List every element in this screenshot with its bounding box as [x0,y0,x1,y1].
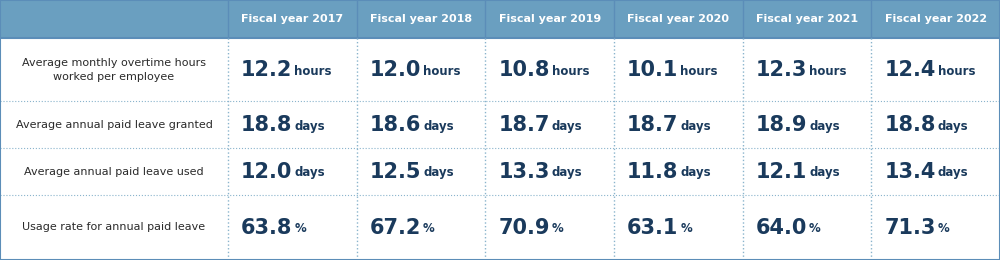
Text: 12.5: 12.5 [370,162,421,181]
Bar [0,101,1000,148]
Text: days: days [423,166,454,179]
Text: days: days [680,120,711,133]
Text: 13.3: 13.3 [498,162,550,181]
Text: 70.9: 70.9 [498,218,550,237]
Text: days: days [294,120,325,133]
Text: hours: hours [552,65,589,78]
Text: hours: hours [294,65,332,78]
Bar [0,0,1000,38]
Text: 12.0: 12.0 [370,60,421,80]
Text: %: % [680,222,692,235]
Text: days: days [809,166,840,179]
Text: Fiscal year 2022: Fiscal year 2022 [885,14,987,24]
Text: 12.0: 12.0 [241,162,292,181]
Text: 12.2: 12.2 [241,60,292,80]
Text: 18.9: 18.9 [756,115,807,135]
Text: Fiscal year 2020: Fiscal year 2020 [627,14,729,24]
Text: hours: hours [423,65,461,78]
Text: days: days [938,120,968,133]
Text: days: days [552,166,582,179]
Text: Fiscal year 2021: Fiscal year 2021 [756,14,858,24]
Text: 71.3: 71.3 [884,218,936,237]
Text: Usage rate for annual paid leave: Usage rate for annual paid leave [22,223,206,232]
Text: hours: hours [680,65,718,78]
Text: days: days [423,120,454,133]
Text: 18.7: 18.7 [627,115,678,135]
Text: 11.8: 11.8 [627,162,678,181]
Text: 12.1: 12.1 [756,162,807,181]
Text: Fiscal year 2019: Fiscal year 2019 [499,14,601,24]
Text: Average annual paid leave used: Average annual paid leave used [24,167,204,177]
Text: 12.4: 12.4 [884,60,936,80]
Text: 63.8: 63.8 [241,218,292,237]
Text: days: days [680,166,711,179]
Text: days: days [809,120,840,133]
Text: hours: hours [809,65,846,78]
Text: %: % [938,222,949,235]
Text: %: % [423,222,435,235]
Text: days: days [294,166,325,179]
Text: %: % [294,222,306,235]
Bar [0,148,1000,195]
Text: 10.1: 10.1 [627,60,678,80]
Text: 10.8: 10.8 [498,60,550,80]
Text: 18.8: 18.8 [241,115,292,135]
Text: Fiscal year 2018: Fiscal year 2018 [370,14,472,24]
Text: 18.8: 18.8 [884,115,936,135]
Bar [0,195,1000,260]
Text: 63.1: 63.1 [627,218,678,237]
Text: Fiscal year 2017: Fiscal year 2017 [241,14,343,24]
Bar [0,38,1000,101]
Text: 12.3: 12.3 [756,60,807,80]
Text: %: % [552,222,563,235]
Text: 67.2: 67.2 [370,218,421,237]
Text: days: days [552,120,582,133]
Text: Average monthly overtime hours
worked per employee: Average monthly overtime hours worked pe… [22,58,206,82]
Text: %: % [809,222,821,235]
Text: hours: hours [938,65,975,78]
Text: 13.4: 13.4 [884,162,936,181]
Text: days: days [938,166,968,179]
Text: Average annual paid leave granted: Average annual paid leave granted [16,120,212,130]
Text: 18.7: 18.7 [498,115,550,135]
Text: 18.6: 18.6 [370,115,421,135]
Text: 64.0: 64.0 [756,218,807,237]
